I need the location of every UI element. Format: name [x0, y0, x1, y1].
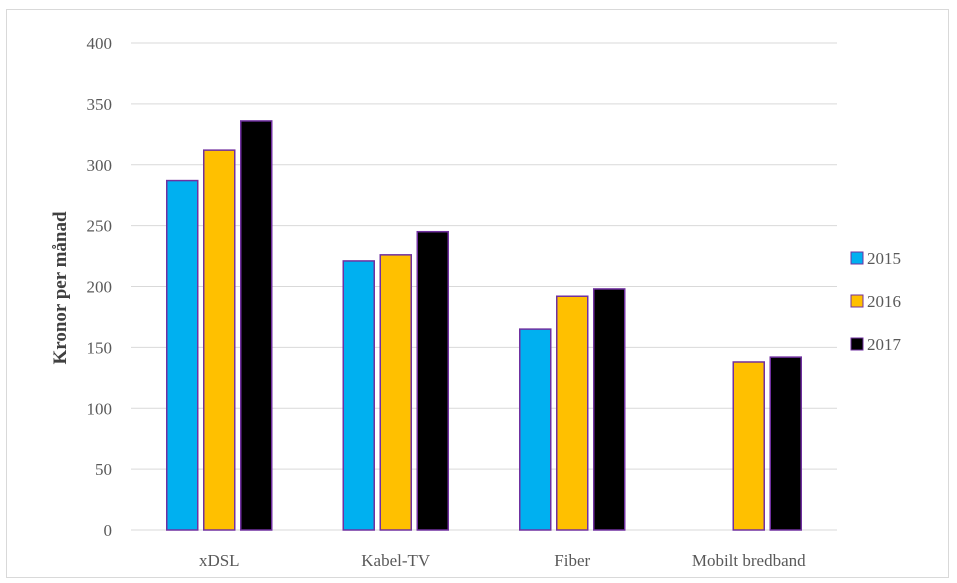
bars	[166, 120, 802, 531]
y-axis-label: Kronor per månad	[50, 211, 71, 365]
x-tick-label: Fiber	[554, 551, 590, 570]
bar-2015-kabel-tv	[342, 260, 375, 531]
bar-2016-mobilt-bredband	[732, 361, 765, 531]
legend-swatch-2017	[850, 337, 864, 351]
bar-2017-xdsl	[240, 120, 273, 531]
y-tick-label: 250	[87, 217, 113, 236]
y-tick-label: 50	[95, 460, 112, 479]
legend-label: 2017	[867, 335, 902, 354]
bar-2017-fiber	[593, 288, 626, 531]
x-tick-label: Mobilt bredband	[692, 551, 806, 570]
legend-swatch-2016	[850, 294, 864, 308]
bar-2017-kabel-tv	[416, 230, 449, 531]
y-tick-label: 150	[87, 338, 113, 357]
chart-frame	[6, 9, 949, 578]
y-tick-label: 400	[87, 34, 113, 53]
bar-2017-mobilt-bredband	[769, 356, 802, 531]
x-axis-ticks: xDSL Kabel-TV Fiber Mobilt bredband	[199, 551, 806, 570]
y-tick-label: 300	[87, 156, 113, 175]
y-tick-label: 0	[104, 521, 113, 540]
bar-2015-xdsl	[166, 179, 199, 531]
bar-2015-fiber	[519, 328, 552, 531]
x-tick-label: Kabel-TV	[361, 551, 431, 570]
legend-label: 2016	[867, 292, 901, 311]
y-tick-label: 200	[87, 278, 113, 297]
bar-2016-xdsl	[203, 149, 236, 531]
legend-swatch-2015	[850, 251, 864, 265]
gridlines	[131, 42, 837, 531]
legend: 2015 2016 2017	[850, 249, 902, 354]
bar-2016-fiber	[556, 295, 589, 531]
legend-label: 2015	[867, 249, 901, 268]
y-axis-ticks: 0 50 100 150 200 250 300 350 400	[87, 34, 113, 540]
bar-2016-kabel-tv	[379, 254, 412, 531]
x-tick-label: xDSL	[199, 551, 240, 570]
y-tick-label: 100	[87, 399, 113, 418]
y-tick-label: 350	[87, 95, 113, 114]
